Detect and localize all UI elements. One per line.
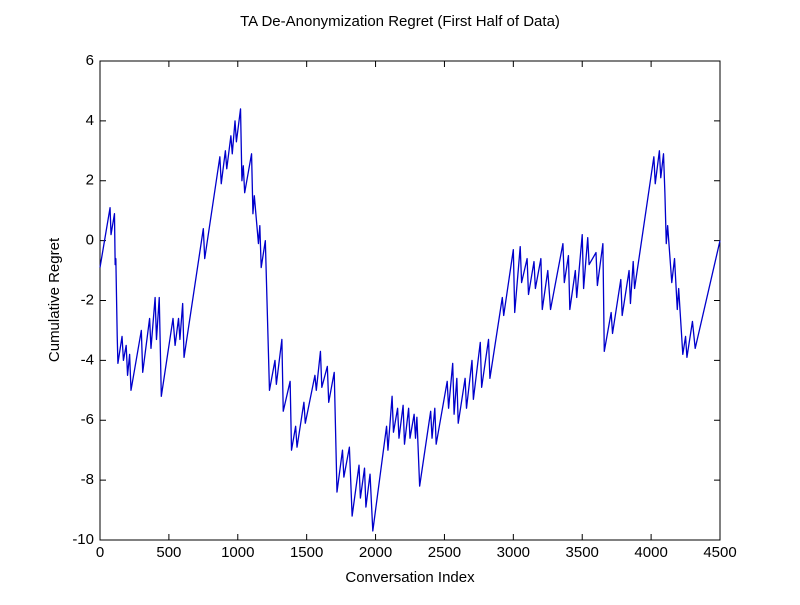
x-tick-label: 1000 bbox=[221, 544, 254, 561]
y-tick-label: -8 bbox=[81, 471, 94, 488]
y-tick-label: 6 bbox=[86, 52, 94, 69]
x-tick-label: 4000 bbox=[634, 544, 667, 561]
data-line bbox=[99, 108, 721, 532]
y-tick-label: -4 bbox=[81, 351, 94, 368]
chart-title: TA De-Anonymization Regret (First Half o… bbox=[240, 13, 560, 30]
x-tick-label: 500 bbox=[156, 544, 181, 561]
y-axis-label: Cumulative Regret bbox=[46, 237, 63, 362]
x-tick-label: 3500 bbox=[566, 544, 599, 561]
y-tick-label: -6 bbox=[81, 411, 94, 428]
x-tick-label: 1500 bbox=[290, 544, 323, 561]
y-tick-label: 4 bbox=[86, 112, 94, 129]
y-tick-label: -10 bbox=[72, 531, 94, 548]
x-axis-label: Conversation Index bbox=[345, 569, 475, 586]
y-tick-label: -2 bbox=[81, 291, 94, 308]
x-tick-label: 4500 bbox=[703, 544, 736, 561]
y-tick-label: 2 bbox=[86, 172, 94, 189]
x-tick-label: 0 bbox=[96, 544, 104, 561]
x-tick-label: 3000 bbox=[497, 544, 530, 561]
y-tick-label: 0 bbox=[86, 232, 94, 249]
x-tick-label: 2000 bbox=[359, 544, 392, 561]
x-tick-label: 2500 bbox=[428, 544, 461, 561]
